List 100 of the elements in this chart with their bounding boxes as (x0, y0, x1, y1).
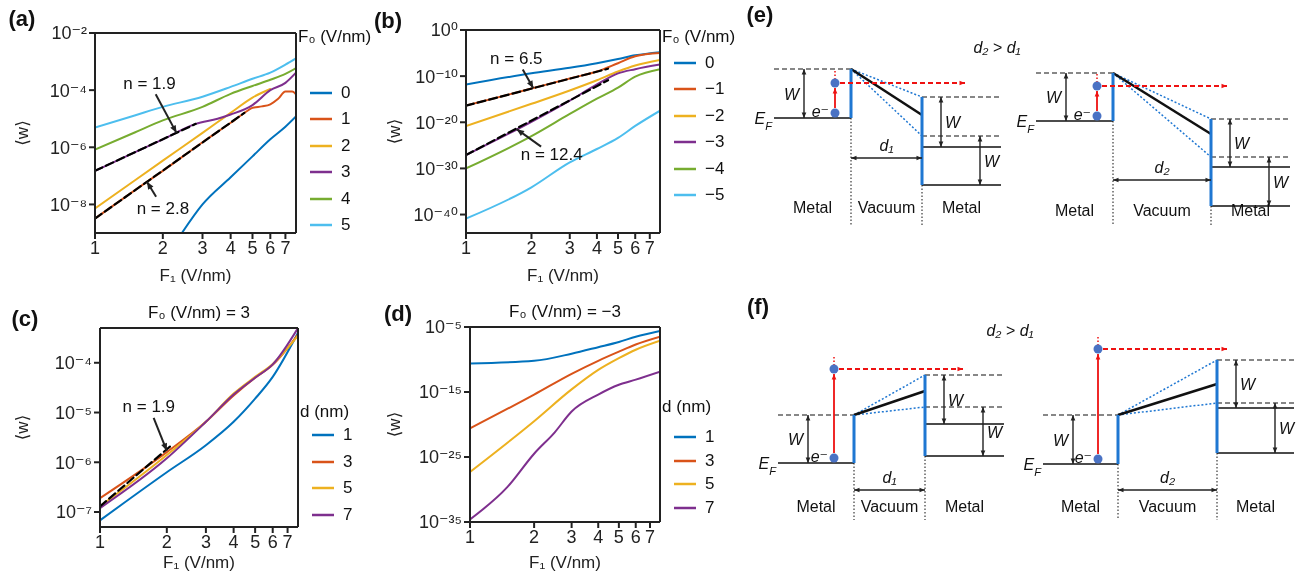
text: Metal (1230, 202, 1271, 219)
y-tick-label: 10⁻⁷ (55, 502, 92, 523)
x-tick-label: 2 (157, 237, 168, 258)
legend-label: 1 (705, 427, 715, 447)
x-tick-label: 6 (265, 237, 276, 258)
legend-label: 3 (705, 450, 715, 471)
annotation: n = 12.4 (520, 144, 583, 164)
y-tick-label: 10⁻²⁵ (419, 447, 462, 468)
legend-label: 4 (341, 188, 351, 209)
legend-label: 3 (341, 162, 351, 183)
x-tick-label: 5 (612, 237, 624, 258)
x-tick-label: 4 (228, 531, 239, 552)
y-tick-label: 10⁻¹⁰ (415, 66, 458, 87)
text: W (1052, 431, 1070, 449)
legend-label: −3 (705, 132, 725, 153)
chart-title: F₀ (V/nm) = 3 (148, 302, 250, 322)
text: Metal (1060, 498, 1101, 515)
legend-label: −4 (705, 158, 725, 179)
x-tick-label: 5 (247, 237, 258, 258)
x-tick-label: 2 (529, 526, 540, 547)
text: d₁ (882, 469, 897, 486)
y-axis-title: ⟨w⟩ (13, 120, 33, 146)
x-axis-title: F₁ (V/nm) (529, 553, 601, 572)
x-tick-label: 4 (591, 237, 602, 258)
x-tick-label: 4 (225, 237, 236, 258)
text: d₂ > d₁ (986, 321, 1034, 339)
text: Metal (792, 199, 833, 216)
legend-label: 7 (343, 505, 353, 526)
text: W (1240, 376, 1257, 393)
annotation: n = 1.9 (123, 73, 176, 93)
text: Vacuum (857, 199, 916, 216)
x-tick-label: 7 (644, 526, 655, 547)
y-axis-title: ⟨w⟩ (385, 411, 405, 438)
text: W (783, 85, 801, 103)
text: d₁ (879, 137, 894, 154)
text: (c) (11, 305, 39, 331)
x-tick-label: 3 (197, 237, 208, 258)
text: W (987, 423, 1004, 441)
text: Metal (1235, 498, 1276, 515)
legend-title: d (nm) (662, 397, 712, 417)
text: e⁻ (1073, 106, 1091, 123)
text: Metal (941, 199, 982, 216)
annotation: n = 2.8 (136, 198, 190, 218)
x-tick-label: 6 (267, 531, 278, 552)
y-tick-label: 10⁻⁴ (49, 80, 87, 101)
x-tick-label: 1 (94, 531, 106, 552)
text: W (948, 391, 965, 409)
text: Metal (1054, 202, 1095, 219)
legend-label: 1 (343, 425, 353, 445)
x-tick-label: 2 (161, 531, 172, 552)
text: e⁻ (811, 103, 829, 120)
y-tick-label: 10⁻⁵ (425, 317, 462, 338)
text: W (1279, 420, 1296, 437)
y-axis-title: ⟨w⟩ (13, 414, 33, 441)
y-tick-label: 10⁻² (51, 23, 87, 44)
y-tick-label: 10⁻¹⁵ (419, 382, 462, 403)
x-axis-title: F₁ (V/nm) (163, 553, 235, 572)
y-tick-label: 10⁻⁶ (55, 452, 92, 473)
legend-title: F₀ (V/nm) (662, 27, 736, 47)
legend-label: −2 (705, 105, 725, 126)
legend-label: 0 (341, 83, 351, 103)
text: (b) (373, 7, 403, 33)
legend-label: 3 (343, 451, 353, 472)
legend-title: d (nm) (300, 402, 350, 422)
x-tick-label: 6 (630, 526, 641, 547)
text: W (1045, 89, 1063, 106)
legend-label: 2 (341, 135, 351, 156)
x-tick-label: 1 (460, 237, 472, 258)
y-tick-label: 10⁻³⁵ (419, 512, 462, 533)
x-tick-label: 7 (644, 237, 655, 258)
x-tick-label: 7 (282, 531, 293, 552)
text: d₂ (1160, 469, 1175, 486)
text: e⁻ (810, 448, 828, 465)
text: W (1234, 135, 1251, 152)
text: E$_{F}$ (758, 455, 778, 477)
x-tick-label: 1 (89, 237, 101, 258)
y-tick-label: 10⁻⁸ (49, 194, 87, 215)
text: (e) (746, 1, 774, 27)
text: W (1273, 173, 1290, 191)
text: d₂ (1154, 159, 1170, 176)
legend-label: −5 (705, 185, 725, 205)
text: (d) (383, 300, 413, 326)
x-axis-title: F₁ (V/nm) (527, 266, 599, 285)
x-tick-label: 4 (593, 526, 604, 547)
legend-label: 0 (705, 53, 715, 73)
x-tick-label: 3 (566, 526, 577, 547)
chart-title: F₀ (V/nm) = −3 (509, 301, 621, 321)
legend-label: 5 (343, 478, 353, 499)
text: E$_{F}$ (1023, 456, 1043, 478)
text: W (984, 152, 1001, 170)
x-tick-label: 5 (613, 526, 624, 547)
y-tick-label: 10⁻²⁰ (415, 112, 458, 133)
text: W (945, 114, 962, 131)
text: e⁻ (1074, 449, 1092, 466)
y-axis-title: ⟨w⟩ (385, 118, 405, 145)
text: Vacuum (1138, 498, 1197, 515)
text: (f) (747, 293, 769, 319)
legend-label: 5 (705, 474, 715, 495)
text: Metal (796, 498, 836, 515)
x-tick-label: 3 (564, 237, 575, 258)
